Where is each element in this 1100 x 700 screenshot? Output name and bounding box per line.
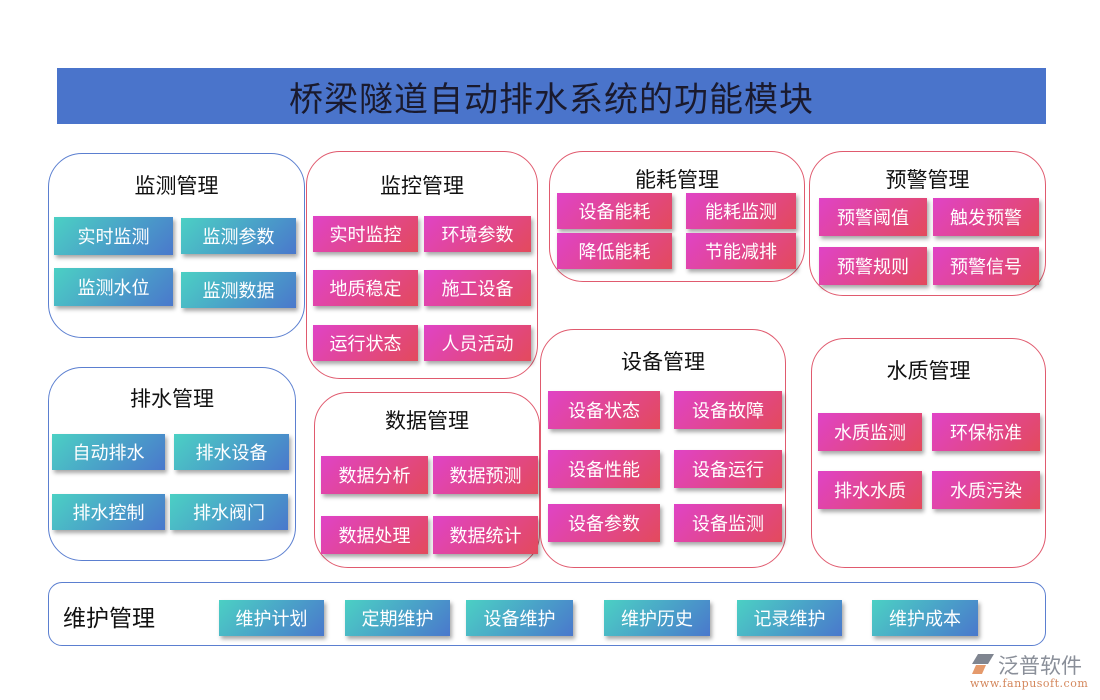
item-button[interactable]: 维护成本 (872, 600, 978, 636)
item-button[interactable]: 维护历史 (604, 600, 710, 636)
item-button[interactable]: 设备状态 (548, 391, 660, 429)
item-button[interactable]: 数据处理 (321, 516, 428, 554)
item-button[interactable]: 监测数据 (181, 272, 296, 308)
item-button[interactable]: 设备维护 (466, 600, 573, 636)
logo-name: 泛普软件 (998, 654, 1082, 678)
item-button[interactable]: 环境参数 (424, 216, 531, 252)
item-button[interactable]: 降低能耗 (557, 233, 672, 269)
item-button[interactable]: 数据分析 (321, 456, 428, 494)
item-button[interactable]: 排水控制 (52, 494, 165, 530)
item-button[interactable]: 人员活动 (424, 325, 531, 361)
item-button[interactable]: 监测水位 (54, 268, 173, 306)
item-button[interactable]: 施工设备 (424, 270, 531, 306)
module-water: 水质管理 (811, 338, 1046, 568)
logo-mark-icon (972, 654, 994, 674)
item-button[interactable]: 实时监控 (313, 216, 418, 252)
item-button[interactable]: 环保标准 (932, 413, 1040, 451)
item-button[interactable]: 实时监测 (54, 217, 173, 255)
item-button[interactable]: 排水水质 (818, 471, 922, 509)
item-button[interactable]: 运行状态 (313, 325, 418, 361)
module-title: 维护管理 (63, 606, 155, 632)
item-button[interactable]: 排水阀门 (170, 494, 288, 530)
item-button[interactable]: 设备监测 (674, 504, 782, 542)
item-button[interactable]: 水质污染 (932, 471, 1040, 509)
module-title: 监测管理 (134, 174, 219, 198)
item-button[interactable]: 能耗监测 (686, 193, 796, 229)
item-button[interactable]: 设备能耗 (557, 193, 672, 229)
item-button[interactable]: 排水设备 (174, 434, 289, 470)
item-button[interactable]: 数据统计 (433, 516, 538, 554)
item-button[interactable]: 设备故障 (674, 391, 782, 429)
item-button[interactable]: 维护计划 (219, 600, 324, 636)
item-button[interactable]: 设备参数 (548, 504, 660, 542)
item-button[interactable]: 定期维护 (345, 600, 450, 636)
module-title: 能耗管理 (635, 168, 719, 192)
item-button[interactable]: 数据预测 (433, 456, 538, 494)
item-button[interactable]: 触发预警 (933, 198, 1039, 236)
title-bar: 桥梁隧道自动排水系统的功能模块 (57, 68, 1046, 124)
module-title: 设备管理 (621, 350, 705, 374)
fanpusoft-logo: 泛普软件 www.fanpusoft.com (968, 650, 1093, 695)
page-title: 桥梁隧道自动排水系统的功能模块 (289, 79, 814, 120)
module-title: 数据管理 (385, 409, 469, 433)
module-title: 预警管理 (885, 168, 970, 192)
item-button[interactable]: 预警规则 (819, 247, 927, 285)
item-button[interactable]: 地质稳定 (313, 270, 418, 306)
item-button[interactable]: 水质监测 (818, 413, 922, 451)
item-button[interactable]: 设备性能 (548, 450, 660, 488)
item-button[interactable]: 节能减排 (686, 233, 796, 269)
item-button[interactable]: 监测参数 (181, 218, 296, 254)
item-button[interactable]: 自动排水 (52, 434, 165, 470)
item-button[interactable]: 设备运行 (674, 450, 782, 488)
module-title: 水质管理 (886, 359, 971, 383)
item-button[interactable]: 预警信号 (933, 247, 1039, 285)
logo-url: www.fanpusoft.com (970, 677, 1089, 690)
item-button[interactable]: 预警阈值 (819, 198, 927, 236)
module-title: 监控管理 (380, 174, 464, 198)
module-title: 排水管理 (130, 387, 214, 411)
item-button[interactable]: 记录维护 (737, 600, 842, 636)
